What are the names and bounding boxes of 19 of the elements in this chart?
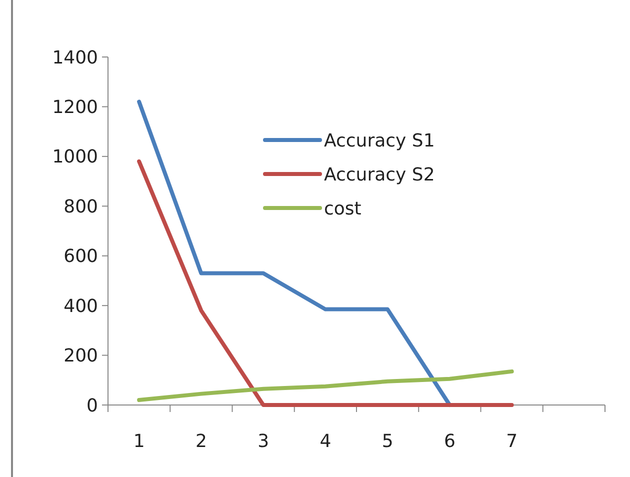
line-series [137,369,514,402]
y-tick-label: 200 [64,346,98,367]
x-tick-label: 1 [133,431,145,452]
y-tick-label: 600 [64,246,98,268]
y-tick-label: 0 [86,395,98,416]
y-tick-label: 800 [64,196,98,218]
x-tick-label: 5 [382,431,394,452]
y-tick-label: 400 [64,296,98,317]
x-tick-label: 4 [320,431,332,452]
y-tick-label: 1400 [52,47,98,68]
legend-label: Accuracy S2 [324,164,435,186]
legend-label: cost [324,198,362,220]
y-tick-label: 1200 [52,97,98,118]
x-tick-label: 6 [444,431,456,452]
x-tick-label: 2 [195,431,207,452]
legend-label: Accuracy S1 [324,130,435,152]
x-tick-label: 7 [506,431,518,452]
y-tick-label: 1000 [52,146,98,168]
x-tick-label: 3 [258,431,270,452]
